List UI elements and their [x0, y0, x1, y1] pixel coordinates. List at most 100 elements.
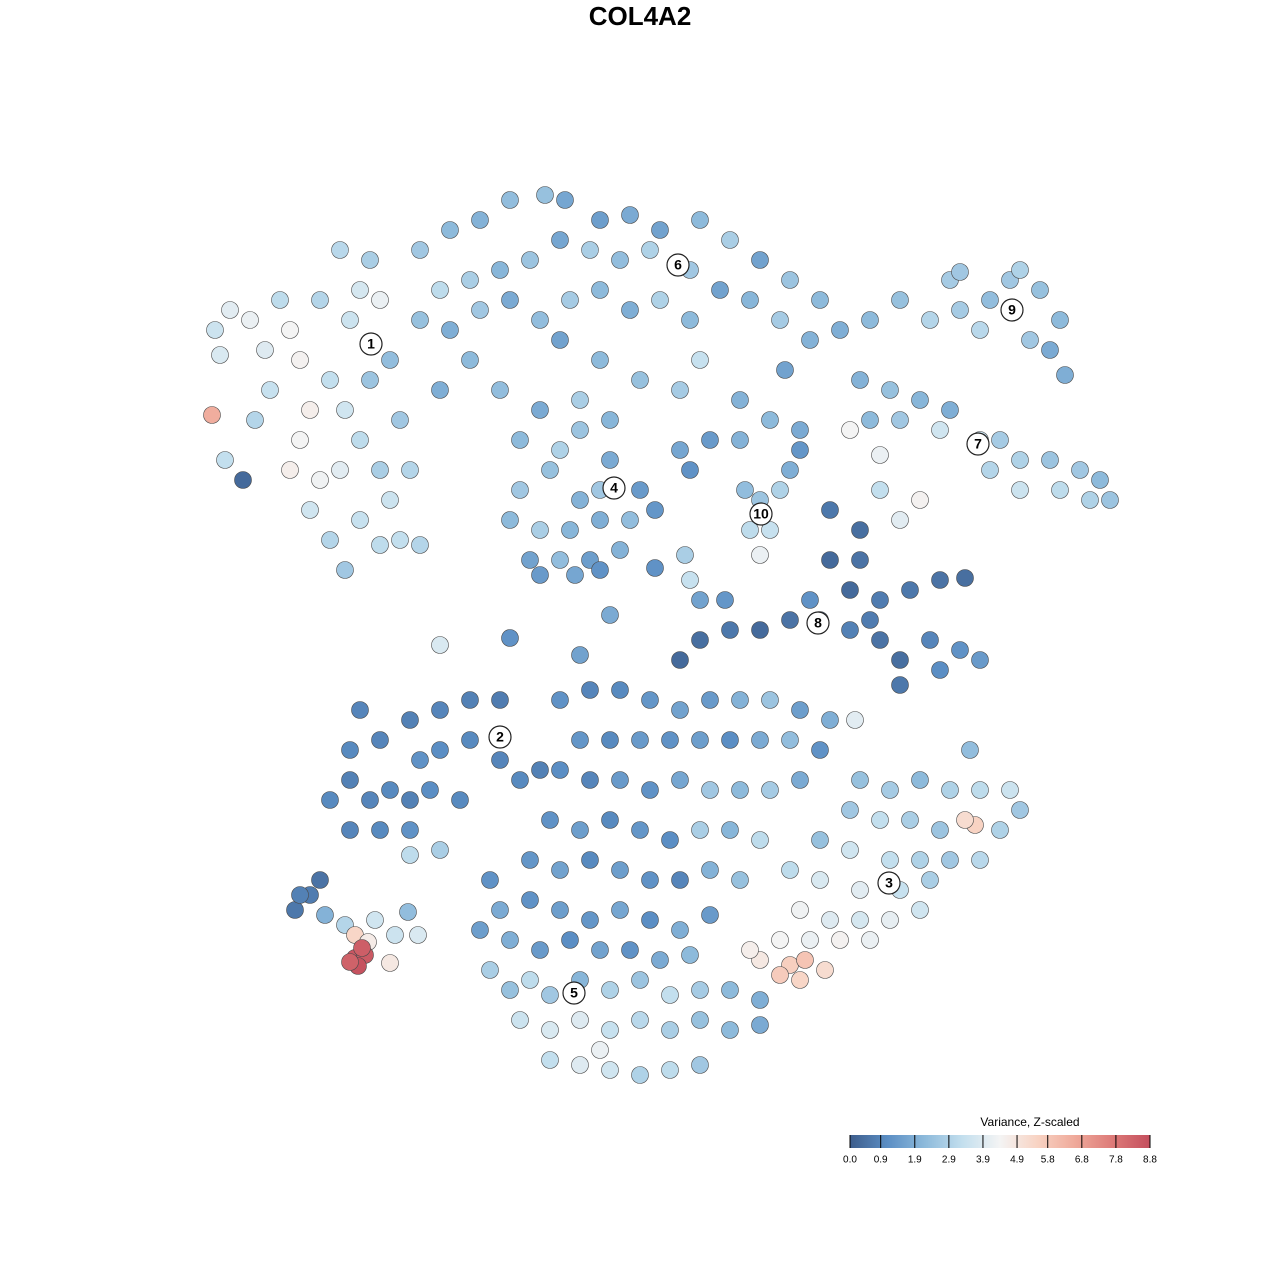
data-point	[781, 271, 799, 289]
data-point	[311, 471, 329, 489]
data-point	[581, 241, 599, 259]
data-point	[821, 551, 839, 569]
data-point	[871, 446, 889, 464]
data-point	[736, 481, 754, 499]
data-point	[591, 281, 609, 299]
data-point	[551, 861, 569, 879]
data-point	[571, 1056, 589, 1074]
cluster-label: 3	[885, 875, 893, 891]
data-point	[571, 1011, 589, 1029]
data-point	[731, 781, 749, 799]
data-point	[691, 591, 709, 609]
data-point	[691, 1056, 709, 1074]
data-point	[721, 821, 739, 839]
data-point	[791, 421, 809, 439]
data-point	[841, 801, 859, 819]
data-point	[831, 321, 849, 339]
data-point	[571, 421, 589, 439]
data-point	[561, 931, 579, 949]
data-point	[676, 546, 694, 564]
data-point	[731, 391, 749, 409]
data-point	[291, 431, 309, 449]
data-point	[981, 291, 999, 309]
data-point	[851, 521, 869, 539]
cluster-label: 4	[610, 480, 618, 496]
data-point	[851, 771, 869, 789]
data-point	[411, 241, 429, 259]
data-point	[401, 461, 419, 479]
data-point	[203, 406, 221, 424]
data-point	[881, 381, 899, 399]
colorbar-tick-label: 2.9	[942, 1155, 956, 1166]
data-point	[621, 941, 639, 959]
data-point	[631, 821, 649, 839]
data-point	[531, 566, 549, 584]
data-point	[601, 731, 619, 749]
data-point	[641, 241, 659, 259]
data-point	[671, 381, 689, 399]
colorbar-tick-label: 8.8	[1143, 1155, 1157, 1166]
data-point	[661, 731, 679, 749]
data-point	[431, 841, 449, 859]
data-point	[246, 411, 264, 429]
data-point	[851, 371, 869, 389]
data-point	[551, 441, 569, 459]
data-point	[271, 291, 289, 309]
data-point	[1041, 451, 1059, 469]
data-point	[811, 741, 829, 759]
data-point	[541, 461, 559, 479]
data-point	[721, 1021, 739, 1039]
data-point	[796, 951, 814, 969]
data-point	[571, 646, 589, 664]
colorbar-tick-label: 4.9	[1010, 1155, 1024, 1166]
data-point	[501, 931, 519, 949]
data-point	[646, 501, 664, 519]
data-point	[681, 571, 699, 589]
data-point	[541, 811, 559, 829]
data-point	[441, 221, 459, 239]
data-point	[311, 871, 329, 889]
data-point	[821, 501, 839, 519]
data-point	[491, 901, 509, 919]
data-point	[301, 501, 319, 519]
data-point	[206, 321, 224, 339]
data-point	[411, 536, 429, 554]
data-point	[811, 871, 829, 889]
data-point	[671, 701, 689, 719]
data-point	[641, 871, 659, 889]
data-point	[971, 651, 989, 669]
data-point	[741, 521, 759, 539]
data-point	[551, 691, 569, 709]
data-point	[541, 1051, 559, 1069]
data-point	[571, 491, 589, 509]
data-point	[511, 1011, 529, 1029]
data-point	[921, 871, 939, 889]
colorbar-tick-label: 3.9	[976, 1155, 990, 1166]
data-point	[861, 931, 879, 949]
data-point	[566, 566, 584, 584]
data-point	[811, 831, 829, 849]
data-point	[641, 911, 659, 929]
colorbar-tick-label: 6.8	[1075, 1155, 1089, 1166]
data-point	[1071, 461, 1089, 479]
colorbar: Variance, Z-scaled 0.0 0.9 1.9 2.9 3.9 4.9 5.8…	[843, 1115, 1157, 1165]
data-point	[651, 221, 669, 239]
data-point	[571, 391, 589, 409]
data-point	[691, 1011, 709, 1029]
data-point	[1091, 471, 1109, 489]
data-point	[721, 231, 739, 249]
data-point	[861, 611, 879, 629]
data-point	[391, 531, 409, 549]
data-point	[841, 621, 859, 639]
data-point	[481, 961, 499, 979]
data-point	[921, 631, 939, 649]
cluster-label-badge	[359, 332, 383, 356]
data-point	[1051, 481, 1069, 499]
data-point	[481, 871, 499, 889]
data-point	[409, 926, 427, 944]
data-point	[321, 531, 339, 549]
data-point	[581, 771, 599, 789]
data-point	[671, 651, 689, 669]
data-point	[751, 1016, 769, 1034]
